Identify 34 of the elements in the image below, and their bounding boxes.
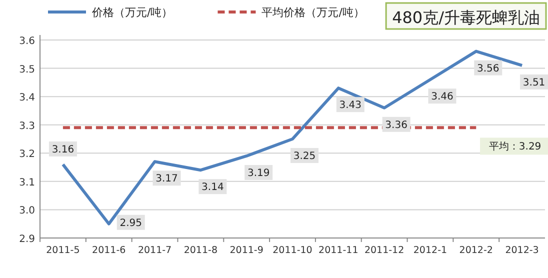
x-tick-label: 2012-1 <box>413 245 448 256</box>
data-label: 3.36 <box>385 120 408 131</box>
legend-label: 平均价格（万元/吨） <box>262 6 364 19</box>
data-label: 3.43 <box>339 100 362 112</box>
data-label: 3.19 <box>247 168 270 179</box>
y-tick-label: 3.4 <box>19 92 35 104</box>
chart-title: 480克/升毒死蜱乳油 <box>392 8 540 27</box>
y-tick-label: 3.3 <box>19 120 35 132</box>
data-label: 3.14 <box>202 182 224 194</box>
y-tick-label: 3.1 <box>19 177 35 188</box>
data-label: 3.25 <box>293 151 316 162</box>
x-tick-label: 2012-3 <box>505 245 539 256</box>
data-label: 3.17 <box>156 174 178 185</box>
data-label: 3.51 <box>522 77 546 88</box>
y-tick-label: 3.5 <box>19 64 35 76</box>
x-tick-label: 2011-7 <box>138 245 172 256</box>
x-tick-label: 2011-9 <box>230 245 264 256</box>
annotation: 平均：3.29 <box>488 140 542 153</box>
x-tick-label: 2012-2 <box>459 245 493 256</box>
x-tick-label: 2011-5 <box>46 245 80 256</box>
data-label: 3.46 <box>431 92 454 103</box>
x-tick-label: 2011-6 <box>92 245 126 256</box>
y-tick-label: 3.2 <box>19 149 35 160</box>
data-label: 3.56 <box>477 63 500 74</box>
data-label: 2.95 <box>120 218 142 229</box>
x-tick-label: 2011-10 <box>272 245 312 256</box>
legend-label: 价格（万元/吨） <box>91 6 173 19</box>
data-label: 3.16 <box>52 144 74 156</box>
x-tick-label: 2011-8 <box>184 245 218 256</box>
y-tick-label: 3.0 <box>19 206 35 217</box>
x-tick-label: 2011-12 <box>364 245 404 256</box>
y-tick-label: 2.9 <box>19 234 35 245</box>
y-tick-label: 3.6 <box>19 36 35 47</box>
x-tick-label: 2011-11 <box>318 245 358 256</box>
